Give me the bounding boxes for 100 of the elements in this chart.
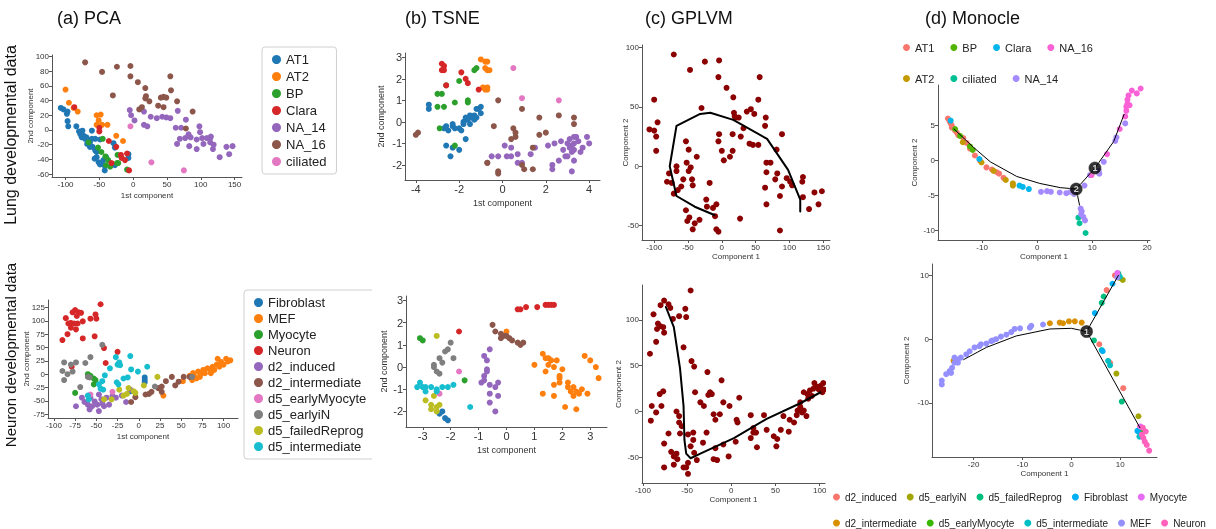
x-tick-label: 100 — [813, 485, 827, 495]
y-tick-label: -75 — [33, 409, 46, 419]
x-tick-label: 75 — [197, 420, 208, 430]
y-tick-label: 50 — [36, 343, 46, 353]
x-tick-label: 2 — [559, 429, 566, 442]
x-tick-label: -100 — [45, 420, 63, 430]
chart-title: (a) PCA — [57, 8, 122, 28]
y-tick-label: -25 — [33, 383, 46, 393]
legend-label: NA_14 — [1024, 72, 1059, 85]
x-axis-title: Component 1 — [711, 251, 761, 261]
y-tick-label: 40 — [40, 96, 50, 106]
x-tick-label: -2 — [445, 429, 456, 442]
x-tick-label: 50 — [771, 485, 781, 495]
y-tick-label: 2 — [396, 316, 403, 329]
y-tick-label: 0 — [634, 407, 640, 416]
legend-label: Myocyte — [1149, 491, 1188, 503]
y-tick-label: 80 — [40, 66, 50, 76]
legend-label: d5_intermediate — [268, 439, 362, 454]
x-tick-label: -100 — [57, 179, 75, 189]
y-tick-label: -50 — [33, 396, 46, 406]
legend-label: d5_earlyiN — [268, 407, 331, 422]
legend-label: d5_earlyMyocyte — [938, 517, 1015, 529]
x-tick-label: 150 — [227, 179, 242, 189]
x-tick-label: 3 — [587, 429, 594, 442]
x-tick-label: -10 — [1016, 459, 1029, 469]
y-tick-label: 0 — [40, 369, 46, 379]
x-axis-title: 1st component — [116, 431, 171, 441]
legend-label: AT2 — [915, 72, 935, 85]
x-axis-title: 1st component — [120, 190, 175, 200]
legend-label: AT2 — [286, 69, 309, 84]
y-tick-label: 100 — [625, 42, 640, 52]
legend-label: ciliated — [286, 154, 327, 169]
x-axis-title: 1st component — [472, 197, 533, 208]
legend-label: Clara — [286, 103, 318, 118]
y-tick-label: 100 — [31, 316, 46, 326]
y-tick-label: 10 — [920, 270, 930, 280]
chart-title: (b) TSNE — [405, 8, 480, 28]
legend-label: d5_earlyMyocyte — [268, 391, 367, 406]
annotation: 1 — [1084, 326, 1090, 337]
y-tick-label: 125 — [31, 302, 46, 312]
x-tick-label: -20 — [967, 459, 980, 469]
legend-label: ciliated — [962, 72, 997, 85]
y-tick-label: 100 — [625, 315, 640, 325]
legend-label: BP — [286, 86, 304, 101]
legend-label: d5_failedReprog — [268, 423, 364, 438]
legend-label: NA_16 — [1059, 41, 1093, 54]
y-tick-label: -60 — [37, 169, 50, 179]
legend-label: Myocyte — [268, 327, 317, 342]
y-tick-label: 25 — [36, 356, 46, 366]
x-axis-title: 1st component — [476, 444, 537, 455]
y-tick-label: -10 — [923, 225, 936, 235]
y-tick-label: -1 — [393, 383, 403, 396]
y-tick-label: -1 — [392, 137, 402, 150]
legend-label: BP — [962, 41, 978, 54]
text: Lung developmental data — [1, 45, 19, 225]
y-tick-label: 75 — [36, 329, 46, 339]
y-tick-label: 0 — [44, 125, 50, 135]
x-tick-label: -50 — [682, 242, 695, 252]
x-tick-label: -100 — [646, 242, 663, 252]
x-tick-label: 0 — [1034, 242, 1040, 252]
x-tick-label: 0 — [130, 179, 136, 189]
legend-label: NA_16 — [286, 137, 326, 152]
y-tick-label: 1 — [395, 94, 402, 107]
x-tick-label: 10 — [1115, 459, 1126, 469]
x-tick-label: 0 — [499, 182, 506, 195]
x-tick-label: -50 — [681, 485, 694, 495]
x-tick-label: -50 — [93, 179, 106, 189]
y-tick-label: 5 — [930, 121, 936, 130]
legend-label: AT1 — [915, 41, 935, 54]
y-tick-label: -5 — [927, 190, 936, 200]
y-tick-label: -20 — [37, 140, 50, 150]
x-tick-label: 2 — [542, 182, 549, 195]
legend-label: d5_earlyiN — [918, 491, 967, 503]
legend-label: Clara — [1005, 41, 1033, 54]
x-tick-label: -4 — [410, 182, 421, 195]
legend-label: d2_induced — [268, 359, 336, 374]
y-axis-title: Component 2 — [901, 335, 911, 385]
x-tick-label: 50 — [176, 420, 187, 430]
y-axis-title: 2nd component — [25, 87, 35, 144]
legend-label: MEF — [268, 311, 296, 326]
x-tick-label: 100 — [216, 420, 231, 430]
y-tick-label: -40 — [37, 154, 50, 164]
legend-label: d2_intermediate — [845, 517, 918, 529]
x-tick-label: 25 — [155, 420, 165, 430]
y-tick-label: 2 — [395, 72, 402, 85]
y-tick-label: 3 — [395, 51, 402, 64]
x-tick-label: 1 — [531, 429, 538, 442]
x-tick-label: -2 — [454, 182, 465, 195]
x-tick-label: -75 — [69, 420, 82, 430]
x-tick-label: -3 — [417, 429, 428, 442]
legend-label: NA_14 — [286, 120, 326, 135]
y-tick-label: 0 — [396, 361, 403, 374]
x-axis-title: Component 1 — [1020, 468, 1070, 478]
x-tick-label: 0 — [503, 429, 510, 442]
x-tick-label: 100 — [194, 179, 208, 189]
x-tick-label: 100 — [782, 242, 797, 252]
y-tick-label: 0 — [395, 115, 402, 128]
y-tick-label: 50 — [630, 102, 640, 112]
chart-title: (c) GPLVM — [645, 8, 733, 28]
x-tick-label: -100 — [634, 485, 652, 495]
